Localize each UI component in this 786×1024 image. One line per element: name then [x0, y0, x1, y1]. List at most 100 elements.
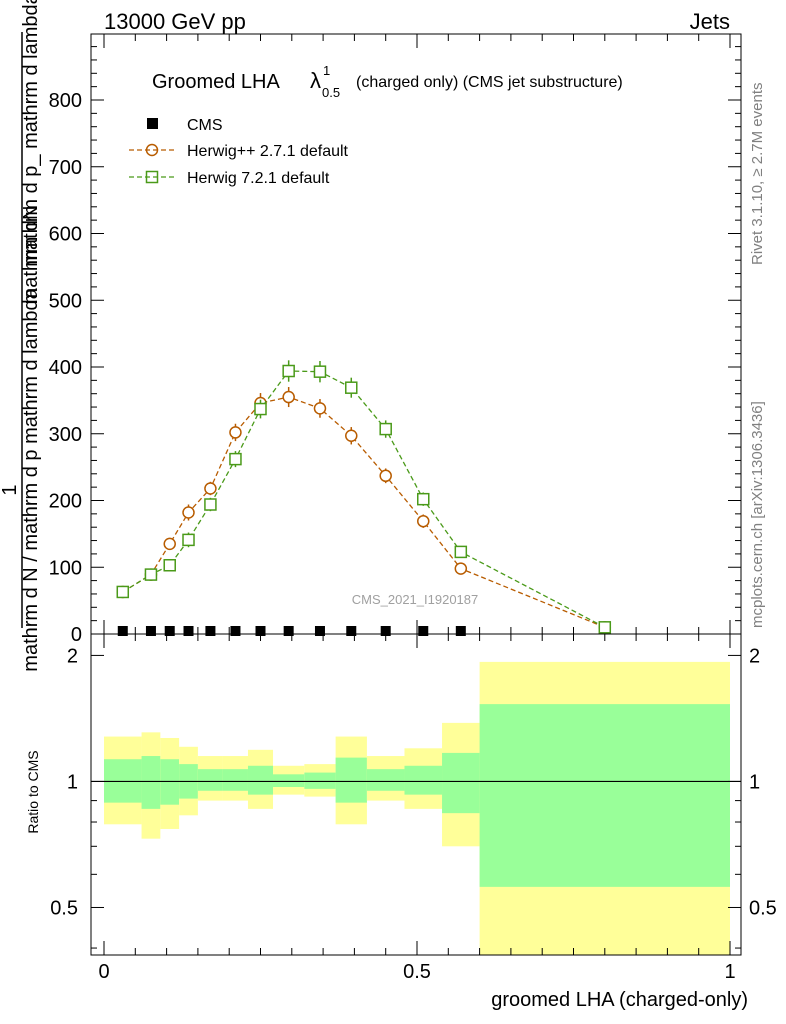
ratio-y-tick-label: 1	[67, 771, 78, 793]
cms-point	[380, 626, 391, 636]
main-y-tick-label: 200	[49, 491, 82, 513]
data-point	[345, 429, 358, 443]
series-1	[116, 387, 612, 634]
x-tick-label: 0	[98, 961, 109, 983]
x-tick-label: 0.5	[403, 961, 431, 983]
ratio-band-green	[442, 752, 480, 814]
data-point	[282, 364, 295, 378]
data-point	[379, 469, 392, 483]
data-point	[163, 558, 176, 572]
data-point	[345, 381, 358, 394]
data-point	[379, 422, 392, 436]
data-point	[144, 568, 158, 581]
ylabel-one: 1	[0, 484, 21, 495]
main-y-tick-label: 400	[49, 357, 82, 379]
x-axis-title: groomed LHA (charged-only)	[491, 989, 748, 1011]
ratio-band-green	[247, 765, 274, 795]
category-label: Jets	[690, 9, 730, 34]
ratio-band-green	[197, 769, 223, 791]
cms-point	[117, 626, 128, 636]
rivet-version-label: Rivet 3.1.10, ≥ 2.7M events	[749, 83, 766, 266]
data-point	[454, 562, 468, 575]
legend-marker-cms	[147, 118, 158, 129]
cms-point	[283, 626, 294, 636]
series-0	[117, 626, 466, 636]
data-point	[417, 514, 430, 528]
cms-point	[145, 626, 156, 636]
data-point	[163, 537, 176, 551]
title-subscript: 0.5	[322, 85, 340, 100]
legend: CMS Herwig++ 2.7.1 default Herwig 7.2.1 …	[129, 117, 349, 187]
ratio-bands	[104, 661, 730, 955]
data-point	[417, 492, 430, 506]
ratio-y-tick-label: 0.5	[50, 897, 78, 919]
data-point	[204, 482, 217, 495]
cms-point	[164, 626, 175, 636]
ratio-y-tick-label: 2	[67, 645, 78, 667]
cms-point	[455, 626, 466, 636]
main-y-tick-label: 100	[49, 557, 82, 579]
main-series	[116, 360, 612, 636]
legend-label-cms: CMS	[187, 117, 223, 134]
data-point	[116, 585, 130, 599]
data-point	[229, 452, 242, 466]
data-point	[229, 426, 242, 439]
ratio-band-green	[404, 765, 443, 795]
legend-marker-herwigpp	[145, 143, 159, 157]
ratio-band-green	[479, 704, 730, 887]
ratio-y-tick-label-right: 0.5	[749, 897, 777, 919]
main-axes: 0 100 200 300 400 500 600 700 800	[49, 33, 742, 646]
ratio-frame	[90, 633, 742, 956]
main-y-tick-label: 600	[49, 224, 82, 246]
ylabel-mid2: mathrm d N / mathrm d p mathrm d lambda	[20, 287, 42, 671]
data-point	[254, 402, 267, 416]
title-symbol: λ	[310, 68, 321, 93]
ratio-band-green	[335, 757, 367, 803]
main-y-tick-label: 0	[71, 624, 82, 646]
cms-point	[418, 626, 429, 636]
main-y-tick-label: 500	[49, 290, 82, 312]
cms-point	[183, 626, 194, 636]
legend-label-herwig7: Herwig 7.2.1 default	[187, 170, 330, 187]
data-point	[182, 533, 195, 547]
main-y-axis-title: mathrm dN mathrm d p_ mathrm d lambda 1 …	[0, 0, 42, 672]
title-superscript: 1	[323, 63, 330, 78]
title-main: Groomed LHA	[152, 71, 280, 93]
series-line	[122, 370, 606, 628]
cms-point	[314, 626, 325, 636]
data-point	[313, 365, 327, 378]
x-tick-label: 1	[724, 961, 735, 983]
analysis-watermark: CMS_2021_I1920187	[352, 592, 479, 607]
ylabel-mid1: mathrm d p_ mathrm d lambda	[20, 0, 42, 267]
series-2	[116, 360, 612, 634]
cms-point	[205, 626, 216, 636]
title-rest: (charged only) (CMS jet substructure)	[356, 74, 623, 91]
data-point	[182, 506, 195, 519]
main-y-tick-label: 700	[49, 157, 82, 179]
ratio-band-green	[304, 772, 336, 789]
mcplots-label: mcplots.cern.ch [arXiv:1306.3436]	[749, 401, 766, 628]
data-point	[598, 621, 612, 634]
ratio-y-axis-title: Ratio to CMS	[25, 750, 41, 833]
ylabel-top: mathrm dN	[20, 206, 42, 305]
data-point	[282, 390, 295, 404]
ratio-y-tick-label-right: 2	[749, 645, 760, 667]
cms-point	[346, 626, 357, 636]
main-title: Groomed LHA λ 1 0.5 (charged only) (CMS …	[152, 63, 623, 100]
cms-point	[255, 626, 266, 636]
data-point	[313, 402, 327, 415]
ratio-axes: 0.5 0.5 1 1 2 2 0 0.5 1	[50, 633, 777, 983]
ratio-band-green	[222, 769, 248, 791]
energy-label: 13000 GeV pp	[104, 9, 246, 34]
data-point	[454, 545, 468, 559]
ratio-band-green	[273, 774, 305, 787]
main-y-tick-label: 800	[49, 90, 82, 112]
main-y-tick-label: 300	[49, 424, 82, 446]
cms-point	[230, 626, 241, 636]
ratio-y-tick-label-right: 1	[749, 771, 760, 793]
legend-label-herwigpp: Herwig++ 2.7.1 default	[187, 143, 349, 160]
data-point	[204, 498, 217, 511]
ratio-band-green	[141, 756, 161, 809]
legend-marker-herwig7	[145, 170, 159, 184]
